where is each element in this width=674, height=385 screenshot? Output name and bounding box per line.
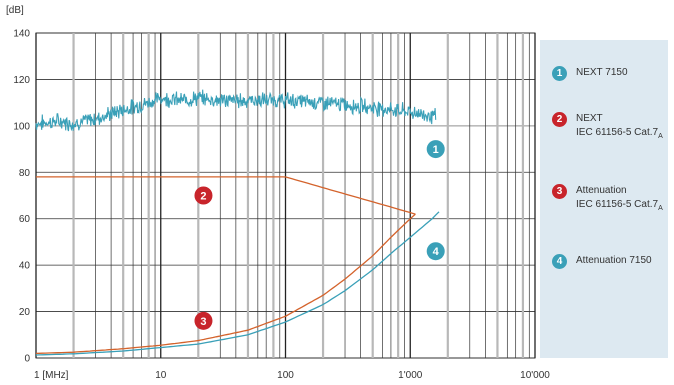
y-tick-label: 40: [19, 261, 31, 272]
marker-label-1: 1: [433, 144, 439, 156]
legend-badge-1: 1: [552, 66, 567, 81]
series-markers: 1 2 3 4: [194, 140, 445, 330]
y-tick-label: 0: [24, 354, 30, 365]
legend-label-3-sub: A: [658, 205, 663, 212]
legend-label-3-line2: IEC 61156-5 Cat.7: [576, 199, 659, 210]
legend-label-1: NEXT 7150: [576, 67, 628, 78]
x-tick-label: 10'000: [520, 370, 550, 381]
legend-item-attenuation-7150: 4 Attenuation 7150: [552, 254, 652, 269]
legend-badge-3: 3: [552, 184, 567, 199]
series-line-1: [35, 89, 437, 132]
legend-label-3-line1: Attenuation: [576, 185, 627, 196]
marker-badge-4: [426, 242, 445, 261]
marker-label-2: 2: [200, 191, 206, 203]
legend-badge-4: 4: [552, 254, 567, 269]
grid: [35, 32, 536, 359]
series-line-3: [35, 213, 416, 355]
legend-badge-2: 2: [552, 112, 567, 127]
x-tick-label: 100: [277, 370, 294, 381]
legend-label-2-sub: A: [658, 133, 663, 140]
x-tick-label: 10: [155, 370, 167, 381]
marker-badge-2: [194, 186, 213, 205]
y-tick-label: 20: [19, 307, 31, 318]
y-tick-label: 80: [19, 168, 31, 179]
marker-badge-1: [426, 140, 445, 159]
y-tick-label: 120: [13, 75, 30, 86]
y-tick-label: 100: [13, 121, 30, 132]
legend-item-next-iec: 2 NEXT IEC 61156-5 Cat.7A: [552, 112, 663, 144]
series-line-2: [36, 176, 416, 215]
y-tick-label: 60: [19, 214, 31, 225]
series-line-4: [35, 211, 440, 356]
y-tick-label: 140: [13, 29, 30, 40]
legend-label-2-line1: NEXT: [576, 113, 603, 124]
tick-labels: 0 20 40 60 80 100 120 140 1 [MHz] 10 100 1'000 10'00…: [13, 29, 550, 382]
marker-label-3: 3: [200, 316, 206, 328]
marker-badge-3: [194, 311, 213, 330]
legend-item-next-7150: 1 NEXT 7150: [552, 66, 628, 81]
legend-item-attenuation-iec: 3 Attenuation IEC 61156-5 Cat.7A: [552, 184, 663, 216]
marker-label-4: 4: [433, 246, 440, 258]
x-tick-label: 1 [MHz]: [34, 370, 69, 381]
legend-label-2-line2: IEC 61156-5 Cat.7: [576, 127, 659, 138]
x-tick-label: 1'000: [398, 370, 423, 381]
legend-label-4: Attenuation 7150: [576, 255, 652, 266]
legend-panel: 1 NEXT 7150 2 NEXT IEC 61156-5 Cat.7A 3 …: [540, 40, 668, 358]
series-lines: [35, 89, 440, 356]
y-axis-unit: [dB]: [6, 5, 24, 16]
